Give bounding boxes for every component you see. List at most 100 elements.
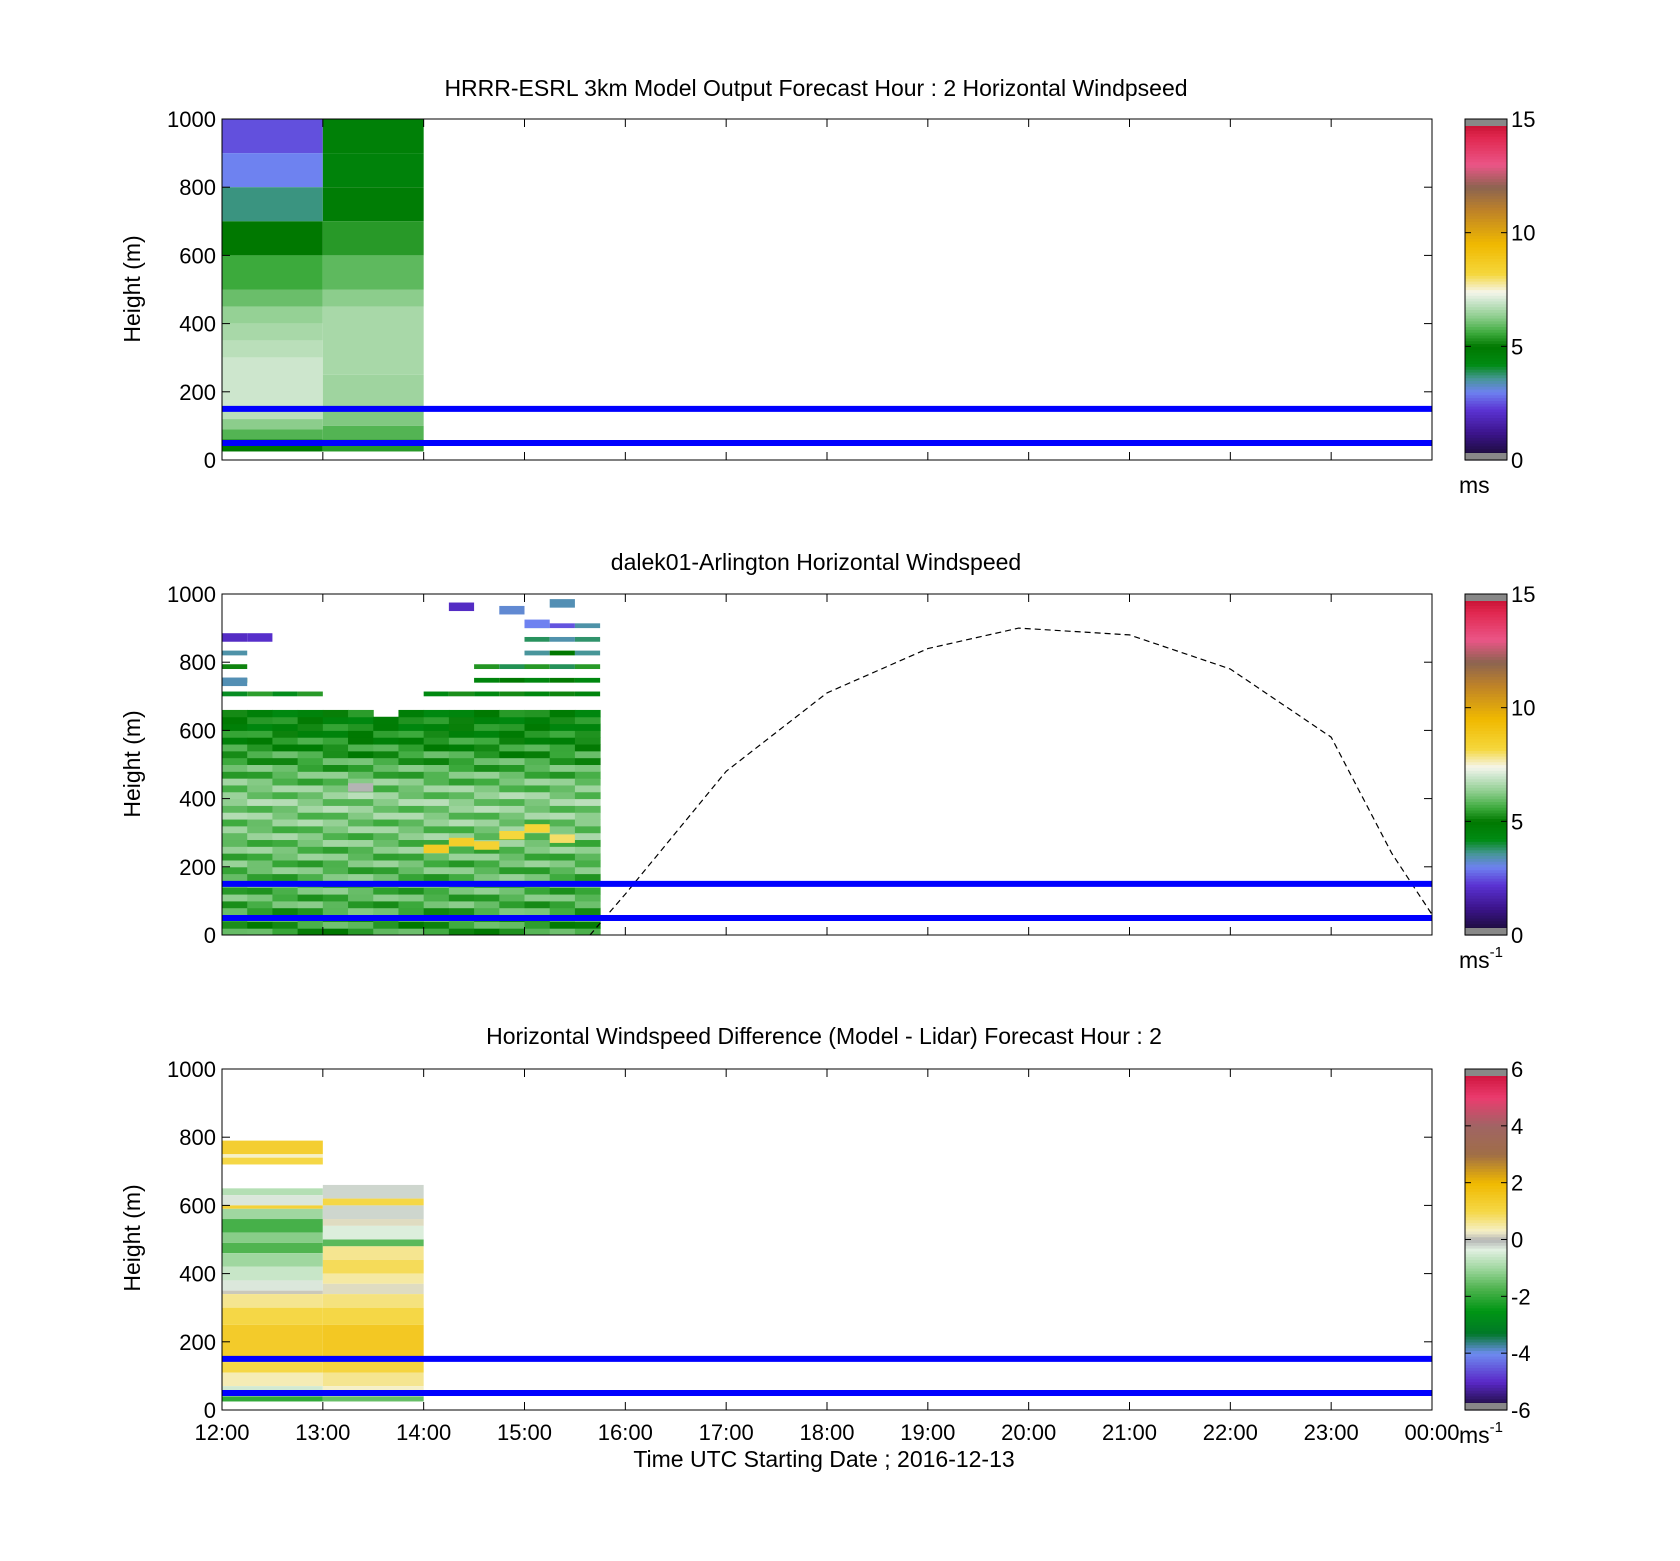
heatmap-cell <box>373 839 399 847</box>
heatmap-cell <box>524 824 550 833</box>
panel-difference-title: Horizontal Windspeed Difference (Model -… <box>486 1023 1162 1049</box>
heatmap-cell <box>549 819 576 827</box>
colorbar-segment <box>1465 1151 1507 1155</box>
heatmap-cell <box>474 764 500 772</box>
heatmap-cell <box>574 737 601 745</box>
colorbar-segment <box>1465 1256 1507 1260</box>
colorbar-tick-label: 6 <box>1511 1057 1523 1082</box>
colorbar-segment <box>1465 781 1507 785</box>
colorbar-tick-label: 0 <box>1511 448 1523 473</box>
heatmap-cell <box>322 408 424 426</box>
panel-model-title: HRRR-ESRL 3km Model Output Forecast Hour… <box>444 75 1187 101</box>
colorbar-segment <box>1465 846 1507 851</box>
colorbar-segment <box>1465 266 1507 271</box>
heatmap-cell <box>574 730 601 738</box>
heatmap-cell <box>222 289 323 307</box>
colorbar-segment <box>1465 425 1507 430</box>
heatmap-cell <box>247 737 273 745</box>
heatmap-cell <box>322 1219 424 1226</box>
heatmap-cell <box>574 900 601 909</box>
heatmap-cell <box>549 784 576 793</box>
heatmap-cell <box>549 887 576 895</box>
heatmap-cell <box>222 805 248 813</box>
heatmap-cell <box>322 757 349 765</box>
panel-difference-heatmap <box>222 1140 424 1402</box>
heatmap-cell <box>398 750 425 759</box>
y-tick-label: 1000 <box>167 107 216 132</box>
colorbar-segment <box>1465 400 1507 404</box>
heatmap-cell <box>348 819 374 827</box>
colorbar-segment <box>1465 724 1507 729</box>
panel-difference-axes: 0 200 400 600 800 1000 12:00 13:00 14:00 15:00 16:… <box>167 1057 1459 1445</box>
colorbar-segment <box>1465 1211 1507 1215</box>
colorbar-segment <box>1465 625 1507 629</box>
heatmap-cell <box>423 784 450 793</box>
colorbar-segment <box>1465 286 1507 291</box>
colorbar-segment <box>1465 875 1507 879</box>
heatmap-cell <box>222 119 323 154</box>
heatmap-cell <box>499 812 525 820</box>
heatmap-cell <box>574 723 601 731</box>
colorbar-segment <box>1465 821 1507 825</box>
colorbar-segment <box>1465 827 1507 831</box>
colorbar-segment <box>1465 1284 1507 1289</box>
heatmap-cell <box>222 1396 323 1402</box>
colorbar-segment <box>1465 1338 1507 1343</box>
colorbar-segment <box>1465 1392 1507 1397</box>
heatmap-cell <box>272 839 299 847</box>
heatmap-cell <box>222 1307 323 1325</box>
heatmap-cell <box>398 853 425 861</box>
heatmap-cell <box>348 723 374 731</box>
heatmap-cell <box>297 798 324 806</box>
heatmap-cell <box>222 873 248 881</box>
heatmap-cell <box>222 1154 323 1158</box>
heatmap-cell <box>499 709 525 718</box>
heatmap-cell <box>549 798 576 806</box>
heatmap-cell <box>222 1280 323 1291</box>
heatmap-cell <box>222 866 248 875</box>
colorbar-segment <box>1465 844 1507 848</box>
colorbar-segment <box>1465 133 1507 137</box>
colorbar-segment <box>1465 1171 1507 1175</box>
colorbar-segment <box>1465 181 1507 185</box>
heatmap-cell <box>297 921 324 929</box>
heatmap-cell <box>297 894 324 902</box>
heatmap-cell <box>297 744 324 752</box>
heatmap-cell <box>549 825 576 834</box>
colorbar-segment <box>1465 221 1507 225</box>
heatmap-cell <box>549 834 575 843</box>
heatmap-cell <box>499 691 525 697</box>
heatmap-cell <box>423 859 450 868</box>
panel-model: HRRR-ESRL 3km Model Output Forecast Hour… <box>119 75 1535 498</box>
heatmap-cell <box>272 846 299 854</box>
colorbar-segment <box>1465 744 1507 749</box>
colorbar-segment <box>1465 1324 1507 1329</box>
colorbar-segment <box>1465 818 1507 822</box>
heatmap-cell <box>423 798 450 806</box>
heatmap-cell <box>247 798 273 806</box>
heatmap-cell <box>549 928 576 936</box>
colorbar-segment <box>1465 1131 1507 1135</box>
colorbar-segment <box>1465 855 1507 859</box>
colorbar-segment <box>1465 172 1507 177</box>
heatmap-cell <box>247 859 273 868</box>
colorbar-tick-label: 0 <box>1511 923 1523 948</box>
heatmap-cell <box>272 723 299 731</box>
colorbar-segment <box>1465 1162 1507 1167</box>
heatmap-cell <box>524 839 551 847</box>
panel-lidar-colorbar: 0 5 10 15 ms-1 <box>1459 582 1535 973</box>
heatmap-cell <box>247 825 273 834</box>
colorbar-segment <box>1465 616 1507 621</box>
heatmap-cell <box>322 1273 424 1284</box>
colorbar-segment <box>1465 394 1507 399</box>
colorbar-segment <box>1465 1185 1507 1189</box>
heatmap-cell <box>549 907 576 916</box>
heatmap-cell <box>222 1290 323 1295</box>
colorbar-segment <box>1465 690 1507 695</box>
heatmap-cell <box>448 866 475 875</box>
x-tick-label: 18:00 <box>799 1420 854 1445</box>
heatmap-cell <box>373 716 399 725</box>
heatmap-cell <box>423 691 449 697</box>
heatmap-cell <box>524 907 551 916</box>
colorbar-segment <box>1465 770 1507 774</box>
